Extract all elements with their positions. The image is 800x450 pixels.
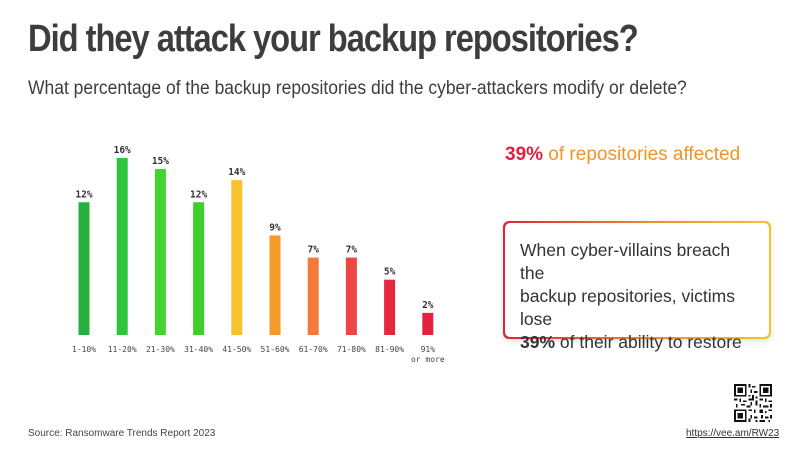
affected-summary: 39% of repositories affected xyxy=(505,144,740,166)
chart-title: Did they attack your backup repositories… xyxy=(28,18,639,60)
bar-81-90% xyxy=(384,279,396,335)
bar-11-20% xyxy=(116,158,128,335)
x-tick-label: 91% or more xyxy=(411,345,445,364)
callout-line-2: backup repositories, victims lose xyxy=(520,286,735,329)
x-tick-label: 11-20% xyxy=(108,345,137,354)
bar-1-10% xyxy=(78,202,90,335)
x-tick-label: 51-60% xyxy=(261,345,290,354)
value-label: 7% xyxy=(307,245,319,256)
x-tick-label: 31-40% xyxy=(184,345,213,354)
x-tick-label: 41-50% xyxy=(222,345,251,354)
value-label: 5% xyxy=(384,267,396,278)
value-label: 12% xyxy=(75,189,92,200)
value-label: 7% xyxy=(346,245,358,256)
x-tick-label: 21-30% xyxy=(146,345,175,354)
bar-71-80% xyxy=(345,257,357,335)
bar-chart: 12% 1-10% 16% 11-20% 15% 21-30% 12% 31-40% 14% 41… xyxy=(72,145,445,364)
x-tick-label: 1-10% xyxy=(72,345,96,354)
source-link[interactable]: https://vee.am/RW23 xyxy=(686,428,780,439)
source-note: Source: Ransomware Trends Report 2023 xyxy=(28,428,216,439)
bar-31-40% xyxy=(193,202,205,335)
qr-code-icon[interactable] xyxy=(734,384,772,422)
affected-text: of repositories affected xyxy=(543,144,741,165)
value-label: 15% xyxy=(152,156,169,167)
bar-61-70% xyxy=(307,257,319,335)
bar-51-60% xyxy=(269,235,281,335)
chart-subtitle: What percentage of the backup repositori… xyxy=(28,78,687,99)
callout-box: When cyber-villains breach the backup re… xyxy=(503,221,771,352)
bar-91% or more xyxy=(422,312,434,335)
value-label: 2% xyxy=(422,300,434,311)
callout-line-1: When cyber-villains breach the xyxy=(520,240,731,283)
bar-41-50% xyxy=(231,180,243,335)
affected-percent: 39% xyxy=(505,144,544,165)
x-tick-label: 71-80% xyxy=(337,345,366,354)
callout-percent: 39% xyxy=(520,332,556,352)
callout-line-3: 39% of their ability to restore xyxy=(520,331,757,354)
x-tick-label: 61-70% xyxy=(299,345,328,354)
value-label: 12% xyxy=(190,189,207,200)
callout-tail: of their ability to restore xyxy=(555,332,742,352)
bar-21-30% xyxy=(154,169,166,335)
value-label: 14% xyxy=(228,167,245,178)
x-tick-label: 81-90% xyxy=(375,345,404,354)
value-label: 16% xyxy=(114,145,131,156)
value-label: 9% xyxy=(269,222,281,233)
